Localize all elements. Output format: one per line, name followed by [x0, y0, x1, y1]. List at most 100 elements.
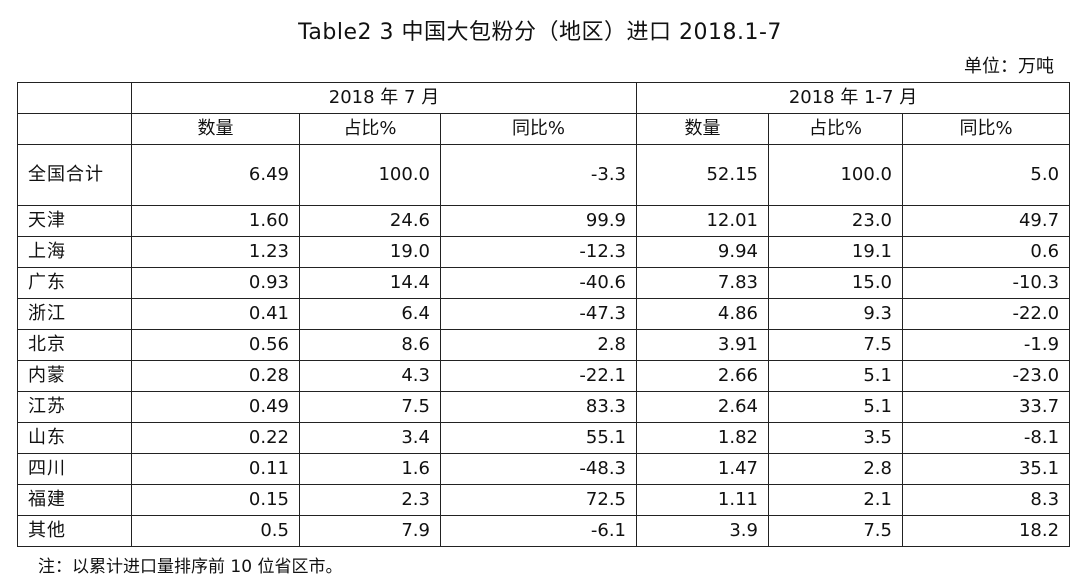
qty-ytd-cell: 2.64 [636, 391, 769, 423]
yoy-ytd-cell: -22.0 [901, 298, 1071, 330]
qty-ytd-cell: 1.47 [636, 453, 769, 485]
corner-cell [17, 82, 132, 114]
region-name-cell: 广东 [17, 267, 132, 299]
share-month-cell: 24.6 [299, 205, 441, 237]
region-name-cell: 上海 [17, 236, 132, 268]
table-title: Table2 3 中国大包粉分（地区）进口 2018.1-7 [298, 20, 782, 45]
table-row: 全国合计 6.49 100.0 -3.3 52.15 100.0 5.0 [17, 144, 1071, 206]
qty-ytd-cell: 3.9 [636, 515, 769, 547]
qty-ytd-cell: 4.86 [636, 298, 769, 330]
region-name-cell: 福建 [17, 484, 132, 516]
qty-month-cell: 6.49 [131, 144, 300, 206]
yoy-month-cell: -6.1 [440, 515, 637, 547]
unit-label: 单位：万吨 [964, 56, 1054, 77]
region-name-cell: 浙江 [17, 298, 132, 330]
yoy-month-cell: 99.9 [440, 205, 637, 237]
yoy-month-cell: 72.5 [440, 484, 637, 516]
share-month-cell: 7.9 [299, 515, 441, 547]
region-name-cell: 其他 [17, 515, 132, 547]
col-header-yoy-month: 同比% [440, 113, 637, 145]
column-header-row: 数量 占比% 同比% 数量 占比% 同比% [17, 113, 1071, 145]
share-ytd-cell: 7.5 [768, 329, 903, 361]
share-ytd-cell: 23.0 [768, 205, 903, 237]
table-row: 其他 0.5 7.9 -6.1 3.9 7.5 18.2 [17, 515, 1071, 547]
yoy-month-cell: -22.1 [440, 360, 637, 392]
yoy-month-cell: -47.3 [440, 298, 637, 330]
share-month-cell: 8.6 [299, 329, 441, 361]
region-name-cell: 全国合计 [17, 144, 132, 206]
col-header-share-month: 占比% [299, 113, 441, 145]
period-header-ytd: 2018 年 1-7 月 [635, 82, 1071, 114]
yoy-ytd-cell: 8.3 [901, 484, 1071, 516]
qty-ytd-cell: 12.01 [636, 205, 769, 237]
share-month-cell: 7.5 [299, 391, 441, 423]
table-row: 江苏 0.49 7.5 83.3 2.64 5.1 33.7 [17, 391, 1071, 423]
qty-ytd-cell: 1.82 [636, 422, 769, 454]
region-name-cell: 四川 [17, 453, 132, 485]
region-name-cell: 山东 [17, 422, 132, 454]
qty-month-cell: 1.23 [131, 236, 300, 268]
qty-month-cell: 0.56 [131, 329, 300, 361]
qty-month-cell: 0.28 [131, 360, 300, 392]
import-table: 2018 年 7 月 2018 年 1-7 月 数量 占比% 同比% 数量 占比… [17, 82, 1071, 547]
share-month-cell: 3.4 [299, 422, 441, 454]
share-ytd-cell: 19.1 [768, 236, 903, 268]
table-row: 上海 1.23 19.0 -12.3 9.94 19.1 0.6 [17, 236, 1071, 268]
yoy-ytd-cell: 33.7 [901, 391, 1071, 423]
yoy-month-cell: -40.6 [440, 267, 637, 299]
qty-ytd-cell: 52.15 [636, 144, 769, 206]
qty-month-cell: 1.60 [131, 205, 300, 237]
table-row: 内蒙 0.28 4.3 -22.1 2.66 5.1 -23.0 [17, 360, 1071, 392]
qty-ytd-cell: 9.94 [636, 236, 769, 268]
qty-month-cell: 0.22 [131, 422, 300, 454]
share-month-cell: 14.4 [299, 267, 441, 299]
col-header-qty-month: 数量 [131, 113, 300, 145]
share-ytd-cell: 2.1 [768, 484, 903, 516]
share-ytd-cell: 5.1 [768, 391, 903, 423]
qty-month-cell: 0.15 [131, 484, 300, 516]
table-row: 广东 0.93 14.4 -40.6 7.83 15.0 -10.3 [17, 267, 1071, 299]
yoy-ytd-cell: 49.7 [901, 205, 1071, 237]
period-header-month: 2018 年 7 月 [131, 82, 637, 114]
qty-ytd-cell: 3.91 [636, 329, 769, 361]
yoy-ytd-cell: -8.1 [901, 422, 1071, 454]
yoy-ytd-cell: -10.3 [901, 267, 1071, 299]
qty-ytd-cell: 1.11 [636, 484, 769, 516]
yoy-ytd-cell: 35.1 [901, 453, 1071, 485]
yoy-ytd-cell: 5.0 [901, 144, 1071, 206]
region-name-cell: 天津 [17, 205, 132, 237]
col-header-qty-ytd: 数量 [636, 113, 769, 145]
region-name-cell: 江苏 [17, 391, 132, 423]
table-row: 四川 0.11 1.6 -48.3 1.47 2.8 35.1 [17, 453, 1071, 485]
table-row: 北京 0.56 8.6 2.8 3.91 7.5 -1.9 [17, 329, 1071, 361]
qty-ytd-cell: 7.83 [636, 267, 769, 299]
yoy-month-cell: -3.3 [440, 144, 637, 206]
yoy-month-cell: 55.1 [440, 422, 637, 454]
qty-month-cell: 0.49 [131, 391, 300, 423]
col-header-share-ytd: 占比% [768, 113, 903, 145]
share-month-cell: 100.0 [299, 144, 441, 206]
yoy-ytd-cell: 18.2 [901, 515, 1071, 547]
col-header-yoy-ytd: 同比% [901, 113, 1071, 145]
qty-month-cell: 0.11 [131, 453, 300, 485]
yoy-month-cell: -48.3 [440, 453, 637, 485]
footnote: 注：以累计进口量排序前 10 位省区市。 [38, 557, 343, 577]
share-month-cell: 1.6 [299, 453, 441, 485]
share-month-cell: 19.0 [299, 236, 441, 268]
yoy-ytd-cell: 0.6 [901, 236, 1071, 268]
yoy-month-cell: 83.3 [440, 391, 637, 423]
table-row: 浙江 0.41 6.4 -47.3 4.86 9.3 -22.0 [17, 298, 1071, 330]
period-header-row: 2018 年 7 月 2018 年 1-7 月 [17, 82, 1071, 114]
table-row: 福建 0.15 2.3 72.5 1.11 2.1 8.3 [17, 484, 1071, 516]
share-ytd-cell: 9.3 [768, 298, 903, 330]
share-ytd-cell: 2.8 [768, 453, 903, 485]
share-month-cell: 4.3 [299, 360, 441, 392]
qty-month-cell: 0.5 [131, 515, 300, 547]
share-ytd-cell: 7.5 [768, 515, 903, 547]
share-ytd-cell: 100.0 [768, 144, 903, 206]
table-row: 天津 1.60 24.6 99.9 12.01 23.0 49.7 [17, 205, 1071, 237]
share-month-cell: 6.4 [299, 298, 441, 330]
yoy-ytd-cell: -1.9 [901, 329, 1071, 361]
yoy-month-cell: -12.3 [440, 236, 637, 268]
table-row: 山东 0.22 3.4 55.1 1.82 3.5 -8.1 [17, 422, 1071, 454]
